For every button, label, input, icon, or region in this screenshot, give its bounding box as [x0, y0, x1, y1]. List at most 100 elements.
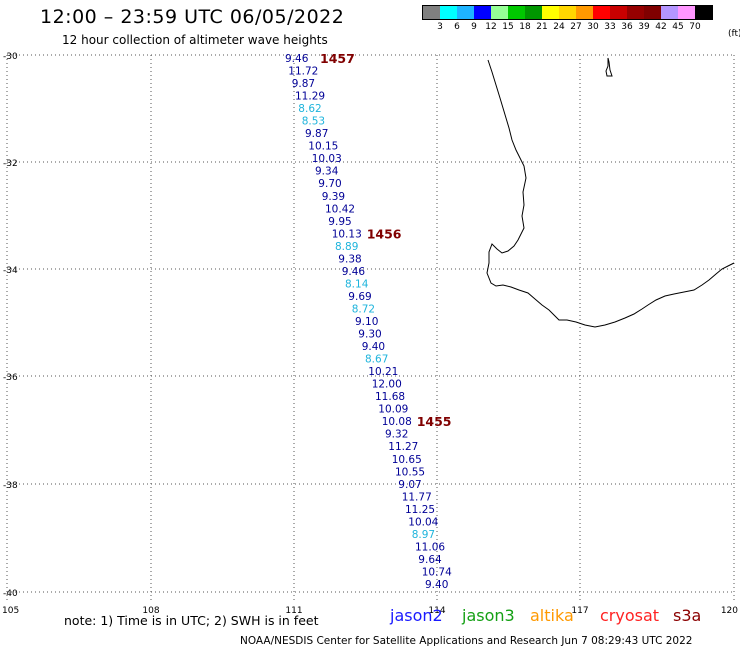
legend-cryosat: cryosat [600, 606, 660, 625]
scale-label: 36 [621, 22, 633, 32]
australia-coastline [486, 59, 735, 328]
wave-height-value: 9.32 [385, 429, 408, 441]
scale-label: 45 [672, 22, 684, 32]
wave-height-value: 10.03 [312, 153, 342, 165]
wave-height-value: 8.62 [298, 103, 321, 115]
latitude-label: -38 [3, 481, 18, 491]
scale-label: 24 [553, 22, 565, 32]
longitude-label: 114 [428, 606, 445, 616]
wave-height-value: 9.64 [418, 554, 442, 566]
altimeter-track: 9.4611.729.8711.298.628.539.8710.1510.03… [285, 51, 452, 591]
color-scale-unit: (ft) [728, 29, 740, 39]
time-label: 1455 [417, 414, 452, 429]
scale-swatch [661, 6, 678, 19]
scale-label: 18 [519, 22, 531, 32]
graticule [6, 54, 735, 600]
scale-swatch [491, 6, 508, 19]
scale-label: 27 [570, 22, 582, 32]
wave-height-value: 10.55 [395, 466, 425, 478]
wave-height-value: 11.77 [402, 491, 432, 503]
wave-height-value: 10.13 [332, 228, 362, 240]
wave-height-value: 10.08 [382, 416, 412, 428]
wave-height-value: 9.34 [315, 166, 339, 178]
footer-note: note: 1) Time is in UTC; 2) SWH is in fe… [64, 613, 319, 628]
scale-label: 12 [485, 22, 497, 32]
wave-height-value: 9.87 [292, 78, 315, 90]
scale-label: 42 [655, 22, 667, 32]
wave-height-value: 8.89 [335, 241, 358, 253]
wave-height-value: 9.95 [328, 216, 351, 228]
wave-height-value: 9.40 [425, 579, 448, 591]
legend-jason3: jason3 [462, 606, 515, 625]
longitude-label: 108 [142, 606, 159, 616]
scale-label: 9 [471, 22, 477, 32]
wave-height-value: 8.67 [365, 354, 388, 366]
map-title: 12:00 – 23:59 UTC 06/05/2022 [40, 6, 345, 28]
scale-swatch [593, 6, 610, 19]
scale-swatch [440, 6, 457, 19]
scale-swatch [678, 6, 695, 19]
wave-height-value: 9.40 [362, 341, 385, 353]
time-label: 1457 [320, 51, 355, 66]
scale-swatch [644, 6, 661, 19]
scale-swatch [525, 6, 542, 19]
scale-swatch [627, 6, 644, 19]
scale-label: 30 [587, 22, 599, 32]
scale-label: 15 [502, 22, 514, 32]
longitude-label: 117 [571, 606, 588, 616]
wave-height-value: 9.30 [358, 329, 381, 341]
wave-height-value: 8.72 [352, 304, 375, 316]
legend-altika: altika [530, 606, 574, 625]
scale-swatch [576, 6, 593, 19]
legend-jason2: jason2 [390, 606, 443, 625]
color-scale-swatches [422, 5, 713, 20]
wave-height-value: 9.07 [398, 479, 421, 491]
longitude-label: 120 [721, 606, 738, 616]
wave-height-value: 11.29 [295, 91, 325, 103]
map-subtitle: 12 hour collection of altimeter wave hei… [62, 33, 328, 47]
scale-swatch [559, 6, 576, 19]
longitude-label: 111 [285, 606, 302, 616]
wave-height-value: 9.46 [342, 266, 366, 278]
scale-swatch [474, 6, 491, 19]
wave-height-value: 9.10 [355, 316, 378, 328]
wave-height-value: 10.04 [408, 516, 438, 528]
wave-height-value: 12.00 [372, 379, 402, 391]
wave-height-value: 11.25 [405, 504, 435, 516]
longitude-label: 105 [2, 606, 19, 616]
wave-height-value: 9.39 [322, 191, 345, 203]
latitude-label: -30 [3, 52, 18, 62]
scale-swatch [695, 6, 712, 19]
wave-height-value: 10.42 [325, 203, 355, 215]
axis-labels: -30 -32 -34 -36 -38 -40 105 108 111 114 117 120 [2, 52, 738, 616]
wave-height-value: 10.09 [378, 404, 408, 416]
wave-height-value: 9.69 [348, 291, 371, 303]
time-label: 1456 [367, 226, 402, 241]
latitude-label: -40 [3, 589, 18, 599]
wave-height-value: 8.97 [412, 529, 435, 541]
scale-label: 70 [689, 22, 701, 32]
latitude-label: -34 [3, 266, 18, 276]
scale-swatch [542, 6, 559, 19]
wave-height-value: 10.74 [422, 567, 452, 579]
wave-height-value: 9.46 [285, 53, 309, 65]
scale-label: 3 [437, 22, 443, 32]
wave-height-value: 11.68 [375, 391, 405, 403]
scale-swatch [508, 6, 525, 19]
scale-label: 6 [454, 22, 460, 32]
latitude-label: -32 [3, 159, 18, 169]
scale-label: 21 [536, 22, 548, 32]
latitude-label: -36 [3, 373, 18, 383]
wave-height-value: 10.65 [392, 454, 422, 466]
color-scale-labels: 3 6 9 12 15 18 21 24 27 30 33 36 39 42 45 70 [422, 20, 713, 34]
wave-height-value: 11.72 [288, 66, 318, 78]
wave-height-value: 10.15 [308, 141, 338, 153]
wave-height-value: 11.27 [388, 441, 418, 453]
footer-credit: NOAA/NESDIS Center for Satellite Applica… [240, 635, 693, 647]
legend-s3a: s3a [673, 606, 702, 625]
wave-height-value: 9.38 [338, 253, 361, 265]
scale-swatch [457, 6, 474, 19]
wave-height-value: 9.70 [318, 178, 341, 190]
